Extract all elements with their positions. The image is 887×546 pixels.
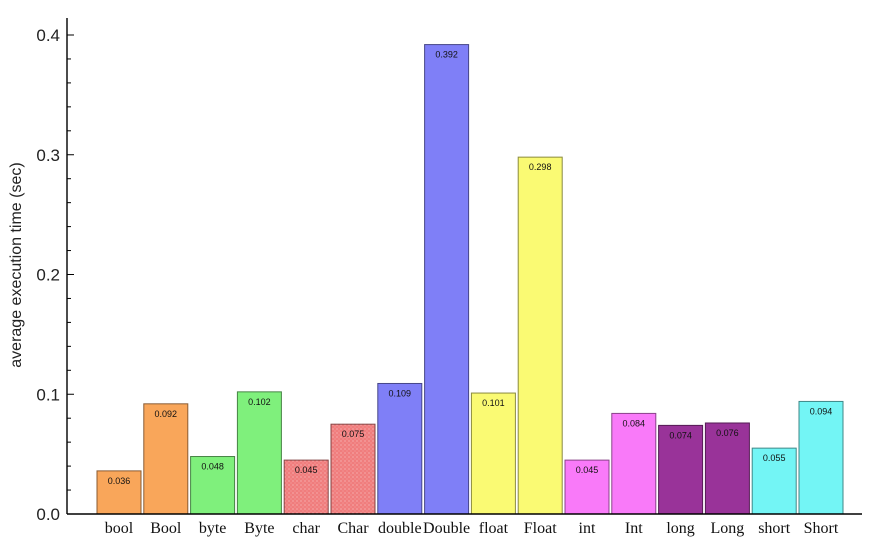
data-label-short: 0.055 — [763, 453, 786, 463]
bar-bool — [96, 470, 142, 515]
data-label-Int: 0.084 — [623, 418, 646, 428]
bars-layer: 0.036 0.092 0.048 0.102 0.045 0.075 0.109 0.392… — [96, 44, 844, 515]
y-axis-title: average execution time (sec) — [8, 162, 25, 367]
data-label-Byte: 0.102 — [248, 397, 271, 407]
category-label-Byte: Byte — [244, 520, 274, 537]
data-label-char: 0.045 — [295, 465, 318, 475]
bar-float — [470, 392, 516, 515]
category-label-Int: Int — [625, 520, 643, 537]
category-label-char: char — [292, 520, 320, 537]
bar-Char — [330, 423, 376, 515]
data-label-Bool: 0.092 — [155, 409, 178, 419]
y-tick-label-0.3: 0.3 — [36, 146, 60, 165]
bar-Short — [798, 400, 844, 515]
category-label-long: long — [666, 520, 694, 537]
category-label-Bool: Bool — [150, 520, 182, 537]
bar-char — [283, 459, 329, 515]
category-label-float: float — [479, 520, 509, 537]
category-label-Long: Long — [711, 520, 745, 537]
bar-double — [377, 382, 423, 515]
category-label-double: double — [378, 520, 422, 537]
data-label-bool: 0.036 — [108, 476, 131, 486]
data-label-float: 0.101 — [482, 398, 505, 408]
data-label-Char: 0.075 — [342, 429, 365, 439]
bar-Byte — [236, 391, 282, 515]
bar-Bool — [143, 403, 189, 515]
data-label-Long: 0.076 — [716, 428, 739, 438]
bar-long — [658, 424, 704, 515]
data-label-Double: 0.392 — [435, 50, 458, 60]
bar-byte — [190, 456, 236, 515]
bar-short — [751, 447, 797, 515]
category-label-Short: Short — [804, 520, 839, 537]
category-label-Double: Double — [423, 520, 470, 537]
data-label-Float: 0.298 — [529, 162, 552, 172]
bar-Double — [424, 44, 470, 515]
category-label-int: int — [579, 520, 596, 537]
y-tick-label-0.2: 0.2 — [36, 266, 60, 285]
data-label-Short: 0.094 — [810, 406, 833, 416]
data-label-double: 0.109 — [389, 388, 412, 398]
y-tick-label-0.1: 0.1 — [36, 385, 60, 404]
data-label-int: 0.045 — [576, 465, 599, 475]
bar-Float — [517, 156, 563, 515]
category-label-Char: Char — [337, 520, 369, 537]
data-label-long: 0.074 — [669, 430, 692, 440]
axes-layer: bool Bool byte Byte char Char double Double floa… — [36, 18, 862, 537]
bar-Int — [611, 412, 657, 515]
y-tick-label-0.0: 0.0 — [36, 505, 60, 524]
y-tick-label-0.4: 0.4 — [36, 26, 60, 45]
category-label-Float: Float — [524, 520, 557, 537]
category-label-short: short — [758, 520, 791, 537]
data-label-byte: 0.048 — [201, 462, 224, 472]
category-label-byte: byte — [199, 520, 227, 537]
category-label-bool: bool — [105, 520, 134, 537]
